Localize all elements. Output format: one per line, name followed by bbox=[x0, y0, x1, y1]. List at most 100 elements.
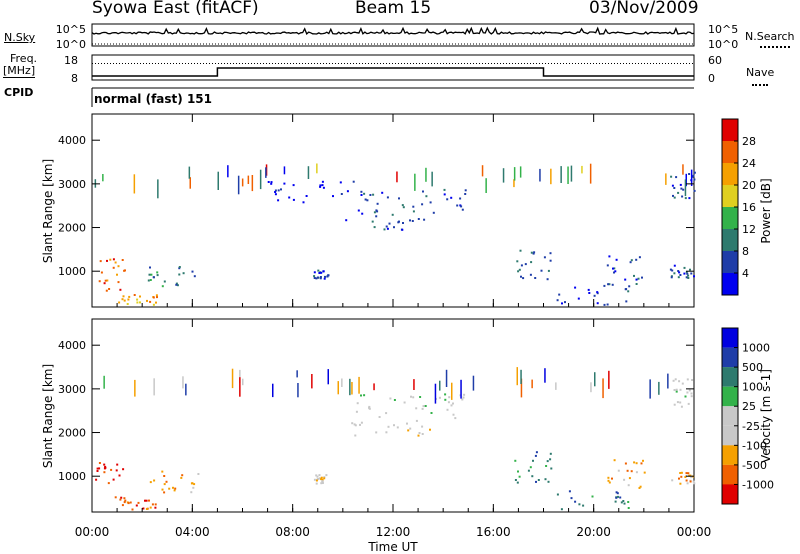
time-tick-label: 12:00 bbox=[376, 525, 411, 539]
data-point bbox=[537, 479, 540, 481]
data-point bbox=[517, 470, 519, 473]
data-point bbox=[153, 479, 156, 482]
data-point bbox=[679, 274, 682, 276]
data-streak bbox=[555, 382, 557, 390]
data-point bbox=[103, 463, 106, 466]
data-point bbox=[680, 471, 683, 474]
data-streak bbox=[602, 378, 604, 399]
data-point bbox=[326, 275, 329, 278]
data-point bbox=[323, 477, 326, 480]
data-streak bbox=[153, 378, 155, 396]
data-point bbox=[688, 389, 691, 392]
data-point bbox=[639, 485, 642, 488]
data-streak bbox=[327, 369, 329, 385]
data-point bbox=[376, 202, 379, 205]
data-point bbox=[163, 280, 166, 283]
data-point bbox=[320, 476, 323, 479]
data-point bbox=[98, 462, 101, 464]
data-point bbox=[635, 471, 638, 474]
data-point bbox=[687, 274, 690, 277]
data-point bbox=[283, 182, 286, 185]
data-point bbox=[520, 264, 523, 267]
data-point bbox=[182, 272, 185, 275]
data-streak bbox=[513, 167, 516, 181]
colorbar-swatch bbox=[722, 367, 738, 387]
data-point bbox=[316, 475, 319, 478]
data-point bbox=[332, 195, 334, 198]
colorbar-tick-label: 4 bbox=[742, 267, 749, 280]
data-point bbox=[112, 266, 115, 269]
data-point bbox=[114, 261, 117, 264]
data-point bbox=[391, 213, 394, 216]
data-point bbox=[178, 266, 181, 268]
data-point bbox=[96, 467, 99, 470]
data-point bbox=[530, 261, 533, 264]
data-point bbox=[323, 277, 326, 280]
data-point bbox=[359, 423, 361, 426]
data-point bbox=[181, 474, 184, 477]
data-point bbox=[681, 382, 684, 385]
data-point bbox=[320, 271, 323, 274]
data-point bbox=[603, 303, 606, 306]
data-point bbox=[627, 484, 630, 487]
colorbar-swatch bbox=[722, 163, 738, 186]
data-streak bbox=[665, 173, 667, 185]
data-point bbox=[672, 379, 675, 382]
data-point bbox=[122, 468, 125, 471]
data-streak bbox=[649, 379, 651, 399]
data-point bbox=[346, 190, 349, 193]
data-point bbox=[423, 218, 426, 221]
data-point bbox=[315, 479, 318, 482]
data-point bbox=[174, 487, 177, 490]
data-point bbox=[315, 474, 318, 477]
data-point bbox=[378, 416, 381, 418]
data-streak bbox=[513, 179, 515, 188]
data-point bbox=[415, 407, 418, 410]
data-point bbox=[680, 405, 683, 408]
time-tick-label: 08:00 bbox=[275, 525, 310, 539]
nsky-line bbox=[91, 26, 695, 36]
data-point bbox=[686, 272, 689, 275]
data-point bbox=[617, 469, 620, 472]
freq-unit-label: [MHz] bbox=[3, 64, 36, 78]
data-point bbox=[122, 295, 125, 298]
data-streak bbox=[481, 165, 484, 177]
data-point bbox=[318, 272, 321, 274]
data-point bbox=[322, 270, 325, 273]
data-point bbox=[685, 276, 688, 279]
data-point bbox=[108, 288, 111, 290]
data-point bbox=[593, 294, 596, 297]
data-point bbox=[624, 288, 627, 291]
data-point bbox=[388, 222, 391, 225]
data-point bbox=[443, 193, 446, 196]
data-point bbox=[679, 482, 682, 485]
data-point bbox=[690, 272, 693, 275]
data-streak bbox=[520, 378, 523, 398]
data-point bbox=[674, 378, 677, 381]
data-streak bbox=[241, 178, 244, 187]
data-point bbox=[351, 422, 354, 425]
data-point bbox=[561, 302, 563, 305]
data-streak bbox=[502, 168, 505, 183]
colorbar-tick-label: -500 bbox=[742, 459, 767, 472]
y-tick-label: 1000 bbox=[58, 470, 86, 483]
data-point bbox=[690, 476, 693, 479]
data-point bbox=[422, 405, 425, 408]
data-point bbox=[324, 275, 326, 278]
data-point bbox=[670, 276, 673, 279]
data-point bbox=[629, 261, 632, 264]
data-point bbox=[560, 508, 563, 511]
data-streak bbox=[413, 379, 415, 390]
data-point bbox=[527, 469, 530, 472]
data-point bbox=[421, 425, 424, 428]
data-streak bbox=[251, 175, 254, 192]
data-point bbox=[292, 198, 295, 201]
data-point bbox=[578, 503, 581, 506]
data-streak bbox=[567, 166, 569, 184]
data-point bbox=[148, 273, 151, 276]
data-point bbox=[533, 251, 536, 254]
data-point bbox=[124, 269, 126, 272]
data-point bbox=[375, 431, 378, 434]
data-point bbox=[107, 482, 110, 485]
